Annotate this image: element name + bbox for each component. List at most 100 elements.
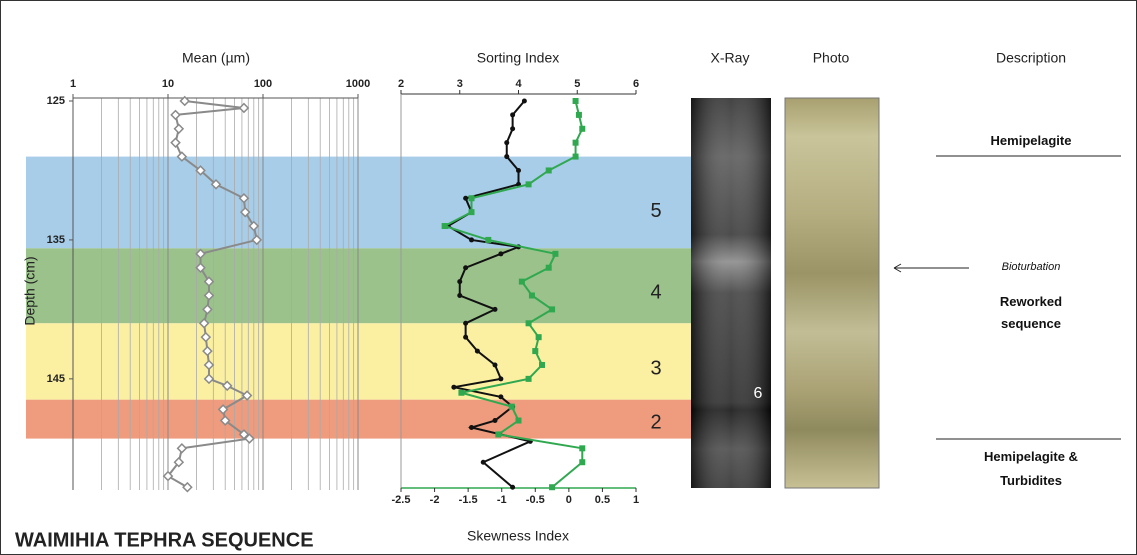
x2-tick-label: -1 bbox=[497, 494, 507, 506]
description-text: Reworked sequence bbox=[999, 294, 1063, 331]
point bbox=[572, 153, 579, 160]
zone-label: 2 bbox=[650, 411, 661, 433]
point bbox=[469, 237, 474, 243]
point bbox=[498, 394, 504, 400]
point bbox=[504, 140, 510, 146]
point bbox=[238, 102, 250, 114]
series-line bbox=[166, 100, 258, 489]
point bbox=[251, 234, 263, 246]
point bbox=[510, 126, 516, 132]
point bbox=[528, 292, 535, 299]
point bbox=[510, 484, 516, 490]
point bbox=[575, 111, 582, 118]
point bbox=[238, 192, 250, 204]
x2-tick-label: 0 bbox=[566, 494, 572, 506]
point bbox=[219, 415, 231, 426]
point bbox=[198, 317, 210, 329]
x2-tick-label: -0.5 bbox=[526, 494, 545, 506]
point bbox=[516, 167, 521, 173]
point bbox=[195, 262, 206, 274]
y-tick-label: 125 bbox=[47, 95, 65, 107]
point bbox=[241, 390, 253, 401]
point bbox=[525, 320, 532, 327]
x-tick-label: 5 bbox=[574, 78, 580, 90]
figure-title: WAIMIHIA TEPHRA SEQUENCE bbox=[15, 529, 314, 551]
point bbox=[200, 331, 212, 343]
point bbox=[474, 348, 480, 354]
point bbox=[203, 276, 215, 287]
point bbox=[176, 151, 188, 162]
point bbox=[176, 443, 188, 454]
point bbox=[468, 195, 475, 202]
point bbox=[525, 375, 532, 382]
point bbox=[518, 278, 525, 285]
xray-label: 6 bbox=[754, 385, 763, 402]
point bbox=[549, 484, 556, 491]
point bbox=[510, 112, 516, 118]
point bbox=[173, 123, 185, 135]
point bbox=[244, 433, 255, 444]
point bbox=[210, 179, 222, 190]
point bbox=[572, 139, 579, 146]
arrow-head bbox=[893, 263, 902, 273]
y-tick-label: 145 bbox=[47, 373, 65, 385]
x-tick-label: 4 bbox=[515, 78, 522, 90]
point bbox=[463, 265, 469, 271]
point bbox=[521, 98, 527, 104]
zone-label: 3 bbox=[650, 357, 661, 379]
x-tick-label: 1 bbox=[70, 78, 76, 90]
point bbox=[579, 445, 586, 452]
point bbox=[492, 418, 498, 424]
point bbox=[203, 373, 215, 385]
point bbox=[498, 376, 504, 382]
point bbox=[458, 389, 465, 396]
column-title: Photo bbox=[813, 50, 850, 66]
xray-shade bbox=[691, 98, 771, 488]
point bbox=[239, 206, 251, 218]
point bbox=[552, 250, 559, 257]
point bbox=[441, 223, 448, 230]
point bbox=[203, 359, 215, 371]
point bbox=[202, 304, 213, 315]
zone-label: 4 bbox=[650, 282, 661, 304]
point bbox=[532, 348, 539, 355]
x2-tick-label: -2 bbox=[430, 494, 440, 506]
point bbox=[170, 109, 181, 121]
point bbox=[504, 154, 510, 160]
x2-tick-label: -2.5 bbox=[392, 494, 411, 506]
point bbox=[549, 306, 556, 313]
x2-tick-label: 1 bbox=[633, 494, 639, 506]
point bbox=[525, 181, 532, 188]
x-tick-label: 6 bbox=[633, 78, 639, 90]
point bbox=[457, 293, 463, 298]
point bbox=[469, 424, 474, 430]
point bbox=[579, 459, 586, 466]
point bbox=[170, 137, 181, 148]
point bbox=[195, 248, 206, 260]
point bbox=[451, 384, 457, 390]
description-note: Bioturbation bbox=[1001, 261, 1061, 273]
x-tick-label: 100 bbox=[254, 78, 272, 90]
x2-tick-label: -1.5 bbox=[459, 494, 478, 506]
point bbox=[217, 404, 229, 415]
series-line bbox=[442, 100, 584, 488]
point bbox=[463, 334, 469, 340]
point bbox=[572, 98, 579, 104]
x2-tick-label: 0.5 bbox=[595, 494, 610, 506]
description-text: Hemipelagite & Turbidites bbox=[984, 449, 1078, 488]
point bbox=[182, 481, 193, 493]
point bbox=[248, 220, 260, 232]
x-tick-label: 2 bbox=[398, 78, 404, 90]
point bbox=[238, 429, 250, 440]
panel-title: Sorting Index bbox=[477, 50, 560, 66]
point bbox=[545, 167, 552, 174]
point bbox=[202, 345, 213, 357]
zone-label: 5 bbox=[650, 200, 661, 222]
y-tick-label: 135 bbox=[47, 234, 65, 246]
point bbox=[221, 380, 233, 392]
point bbox=[179, 95, 191, 107]
panel-title: Mean (µm) bbox=[182, 50, 250, 66]
point bbox=[498, 251, 504, 257]
